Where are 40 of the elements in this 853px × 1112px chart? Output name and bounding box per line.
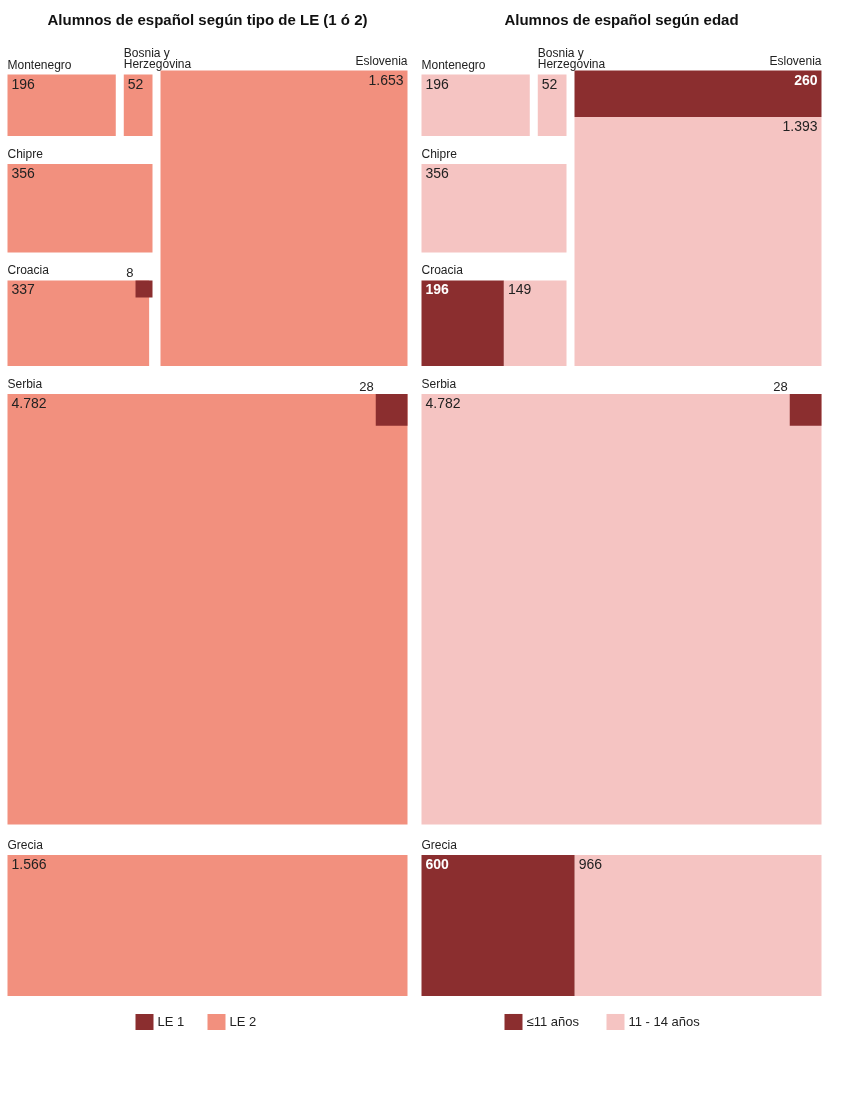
data-label: 196 [11, 75, 36, 92]
data-label: 52 [127, 75, 144, 92]
category-label: Bosnia y Herzegovina [537, 45, 606, 72]
category-label: Eslovenia [355, 53, 408, 68]
data-label: 600 [425, 856, 450, 873]
data-label: 4.782 [425, 395, 461, 412]
text: Alumnos de español según tipo de LE (1 ó 2) [47, 10, 368, 28]
category-label: Croacia [7, 263, 50, 278]
category-label: Serbia [7, 377, 43, 392]
category-label: Bosnia y Herzegovina [123, 45, 192, 72]
data-label: 196 [425, 75, 450, 92]
data-label: 28 [359, 379, 374, 395]
category-label: Chipre [421, 147, 458, 162]
data-label: 196 [425, 281, 450, 298]
legend-label: 11 - 14 años [628, 1014, 701, 1030]
data-label: 8 [126, 265, 134, 281]
legend-label: LE 1 [157, 1014, 185, 1030]
data-label: 52 [541, 75, 558, 92]
category-label: Montenegro [421, 57, 486, 72]
data-label: 337 [11, 281, 36, 298]
data-label: 1.566 [11, 856, 47, 873]
data-label: 356 [425, 165, 450, 182]
data-label: 1.653 [368, 71, 404, 88]
legend-label: ≤11 años [526, 1014, 580, 1030]
category-label: Montenegro [7, 57, 72, 72]
category-label: Croacia [421, 263, 464, 278]
legend-label: LE 2 [229, 1014, 257, 1030]
category-label: Eslovenia [769, 53, 822, 68]
data-label: 260 [794, 71, 818, 88]
category-label: Chipre [7, 147, 44, 162]
data-label: 4.782 [11, 395, 47, 412]
category-label: Serbia [421, 377, 457, 392]
data-label: 149 [507, 281, 532, 298]
category-label: Grecia [7, 838, 44, 853]
text: Alumnos de español según edad [504, 10, 739, 28]
data-label: 1.393 [782, 118, 818, 134]
category-label: Grecia [421, 838, 458, 853]
data-label: 966 [578, 856, 603, 873]
data-label: 28 [773, 379, 788, 395]
data-label: 356 [11, 165, 36, 182]
